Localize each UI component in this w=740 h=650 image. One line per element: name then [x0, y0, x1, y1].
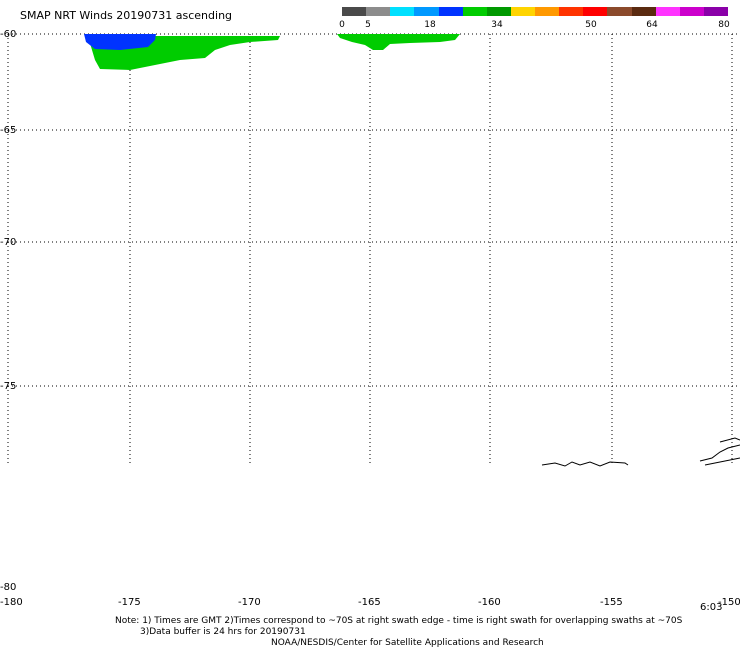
colorbar-segment [583, 7, 608, 16]
colorbar-label: 18 [424, 20, 436, 30]
wind-speed-colorbar [342, 7, 728, 16]
colorbar-segment [342, 7, 367, 16]
latitude-label: -75 [0, 381, 16, 392]
wind-swaths [84, 34, 460, 70]
longitude-label: -170 [238, 597, 261, 608]
note-line-1: Note: 1) Times are GMT 2)Times correspon… [115, 616, 683, 626]
map-title: SMAP NRT Winds 20190731 ascending [20, 9, 233, 22]
longitude-label: -180 [0, 597, 23, 608]
swath-time-label: 6:03 [700, 602, 722, 613]
swath-green-right [337, 34, 460, 50]
longitude-labels: -180 -175 -170 -165 -160 -155 -150 [0, 597, 740, 608]
longitude-label: -160 [478, 597, 501, 608]
colorbar-segment [414, 7, 439, 16]
latitude-labels: -60 -65 -70 -75 -80 [0, 29, 16, 593]
latitude-label: -70 [0, 237, 16, 248]
colorbar-segment [366, 7, 391, 16]
colorbar-segment [559, 7, 584, 16]
colorbar-label: 0 [339, 20, 345, 30]
latitude-label: -80 [0, 582, 16, 593]
note-line-2: 3)Data buffer is 24 hrs for 20190731 [140, 627, 306, 637]
colorbar-label: 5 [365, 20, 371, 30]
colorbar-segment [438, 7, 463, 16]
swath-blue [84, 34, 156, 50]
colorbar-segment [607, 7, 632, 16]
colorbar-segment [510, 7, 535, 16]
credit-line: NOAA/NESDIS/Center for Satellite Applica… [271, 638, 544, 648]
colorbar-segment [631, 7, 656, 16]
colorbar-segment [390, 7, 415, 16]
longitude-label: -155 [600, 597, 623, 608]
colorbar-label: 64 [646, 20, 658, 30]
colorbar-label: 50 [585, 20, 597, 30]
longitude-label: -150 [718, 597, 740, 608]
coastline [541, 437, 740, 467]
grid-lines [7, 33, 740, 465]
latitude-label: -65 [0, 125, 16, 136]
colorbar-label: 80 [718, 20, 730, 30]
colorbar-segment [655, 7, 680, 16]
colorbar-segment [535, 7, 560, 16]
colorbar-segment [486, 7, 511, 16]
longitude-label: -165 [358, 597, 381, 608]
longitude-label: -175 [118, 597, 141, 608]
colorbar-segment [462, 7, 487, 16]
colorbar-label: 34 [491, 20, 503, 30]
colorbar-segment [703, 7, 728, 16]
latitude-label: -60 [0, 29, 16, 40]
colorbar-segment [679, 7, 704, 16]
